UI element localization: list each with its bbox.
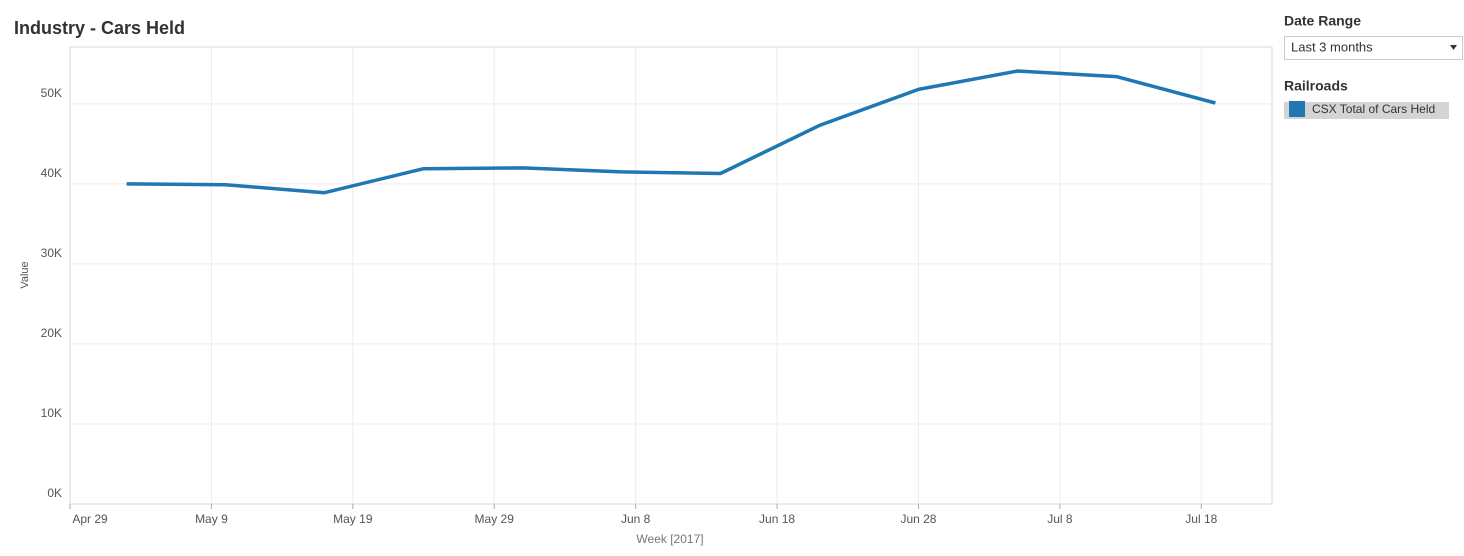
legend-swatch[interactable] [1289,101,1305,117]
x-tick-label: Jun 28 [900,512,936,526]
x-tick-label: Jun 18 [759,512,795,526]
x-tick-label: Jul 18 [1185,512,1217,526]
legend-entry[interactable]: CSX Total of Cars Held [1312,102,1435,116]
x-axis-label: Week [2017] [636,532,703,546]
y-axis-label: Value [19,261,31,288]
y-tick-label: 30K [41,246,62,260]
filter-title: Date Range [1284,13,1361,29]
dropdown-value[interactable]: Last 3 months [1291,39,1373,54]
y-tick-label: 50K [41,86,62,100]
x-tick-label: Apr 29 [72,512,108,526]
legend-highlight [1284,102,1449,119]
x-tick-label: May 9 [195,512,228,526]
legend-title: Railroads [1284,78,1348,94]
dropdown-box[interactable] [1284,36,1463,60]
x-tick-label: Jun 8 [621,512,651,526]
y-tick-label: 40K [41,166,62,180]
series-line [126,69,1216,195]
chart-title: Industry - Cars Held [14,18,185,38]
y-tick-label: 0K [47,486,62,500]
y-tick-label: 20K [41,326,62,340]
date-range-dropdown[interactable]: Last 3 months [1284,36,1463,60]
dropdown-arrow[interactable] [1450,45,1457,50]
y-tick-label: 10K [41,406,62,420]
x-tick-label: Jul 8 [1047,512,1073,526]
plot-frame [69,46,1273,505]
x-tick-label: May 19 [333,512,373,526]
x-tick-label: May 29 [475,512,515,526]
